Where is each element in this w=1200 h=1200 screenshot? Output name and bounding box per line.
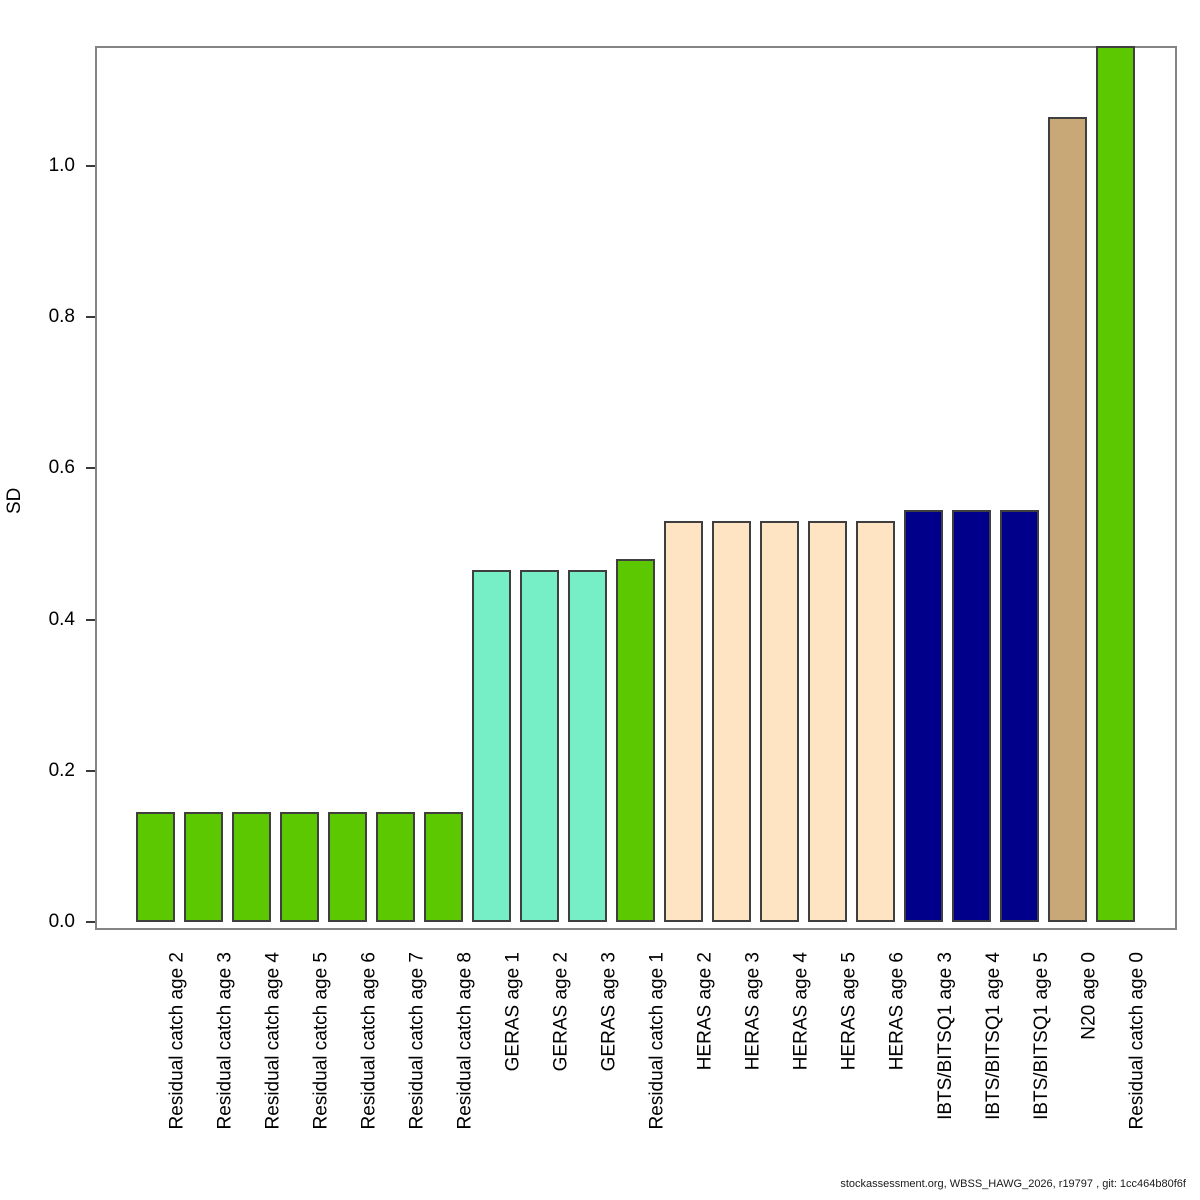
plot-area — [95, 46, 1177, 930]
bar-geras-age-1 — [472, 570, 511, 922]
x-label-residual-catch-age-2: Residual catch age 2 — [166, 952, 188, 1130]
y-tick-label: 0.6 — [48, 457, 75, 479]
bar-residual-catch-age-8 — [424, 812, 463, 922]
bar-residual-catch-age-6 — [328, 812, 367, 922]
bar-heras-age-5 — [808, 521, 847, 922]
y-tick — [86, 165, 95, 167]
x-label-residual-catch-age-6: Residual catch age 6 — [358, 952, 380, 1130]
y-tick — [86, 769, 95, 772]
y-tick-label: 1.0 — [48, 155, 75, 176]
x-label-residual-catch-age-8: Residual catch age 8 — [454, 952, 476, 1130]
bar-heras-age-3 — [712, 521, 751, 922]
x-label-geras-age-2: GERAS age 2 — [550, 952, 572, 1072]
x-label-heras-age-4: HERAS age 4 — [790, 952, 812, 1071]
bar-ibts-bitsq1-age-5 — [1000, 510, 1039, 922]
bar-heras-age-4 — [760, 521, 799, 922]
bar-residual-catch-age-2 — [136, 812, 175, 922]
y-tick-label: 0.0 — [48, 911, 75, 932]
y-tick-label: 0.2 — [48, 759, 75, 781]
bar-heras-age-2 — [664, 521, 703, 922]
bar-geras-age-2 — [520, 570, 559, 922]
bar-n20-age-0 — [1048, 117, 1087, 922]
bar-residual-catch-age-7 — [376, 812, 415, 922]
x-label-residual-catch-age-4: Residual catch age 4 — [262, 952, 284, 1130]
bar-residual-catch-age-0 — [1096, 46, 1135, 922]
y-tick — [86, 921, 95, 923]
x-label-residual-catch-age-5: Residual catch age 5 — [310, 952, 332, 1130]
bar-residual-catch-age-3 — [184, 812, 223, 922]
footer-note: stockassessment.org, WBSS_HAWG_2026, r19… — [840, 1178, 1186, 1190]
x-label-heras-age-2: HERAS age 2 — [694, 952, 716, 1071]
y-tick — [86, 467, 95, 470]
x-label-heras-age-6: HERAS age 6 — [886, 952, 908, 1071]
y-tick-label: 0.4 — [48, 608, 75, 630]
x-label-ibts-bitsq1-age-5: IBTS/BITSQ1 age 5 — [1030, 952, 1052, 1120]
x-label-geras-age-1: GERAS age 1 — [502, 952, 524, 1072]
bar-ibts-bitsq1-age-3 — [904, 510, 943, 922]
x-label-residual-catch-age-0: Residual catch age 0 — [1126, 952, 1148, 1130]
x-label-residual-catch-age-1: Residual catch age 1 — [646, 952, 668, 1130]
x-label-ibts-bitsq1-age-3: IBTS/BITSQ1 age 3 — [934, 952, 956, 1120]
bar-residual-catch-age-1 — [616, 559, 655, 922]
bar-heras-age-6 — [856, 521, 895, 922]
x-label-geras-age-3: GERAS age 3 — [598, 952, 620, 1072]
bar-residual-catch-age-4 — [232, 812, 271, 922]
x-label-ibts-bitsq1-age-4: IBTS/BITSQ1 age 4 — [982, 952, 1004, 1120]
bar-geras-age-3 — [568, 570, 607, 922]
x-label-heras-age-3: HERAS age 3 — [742, 952, 764, 1071]
bar-ibts-bitsq1-age-4 — [952, 510, 991, 922]
x-label-heras-age-5: HERAS age 5 — [838, 952, 860, 1071]
y-tick — [86, 618, 95, 621]
plot-box — [95, 46, 1177, 930]
x-label-residual-catch-age-7: Residual catch age 7 — [406, 952, 428, 1130]
y-tick — [86, 316, 95, 319]
y-axis-title: SD — [4, 487, 25, 514]
y-tick-label: 0.8 — [48, 306, 75, 328]
x-label-n20-age-0: N20 age 0 — [1078, 952, 1100, 1040]
bar-residual-catch-age-5 — [280, 812, 319, 922]
x-label-residual-catch-age-3: Residual catch age 3 — [214, 952, 236, 1130]
